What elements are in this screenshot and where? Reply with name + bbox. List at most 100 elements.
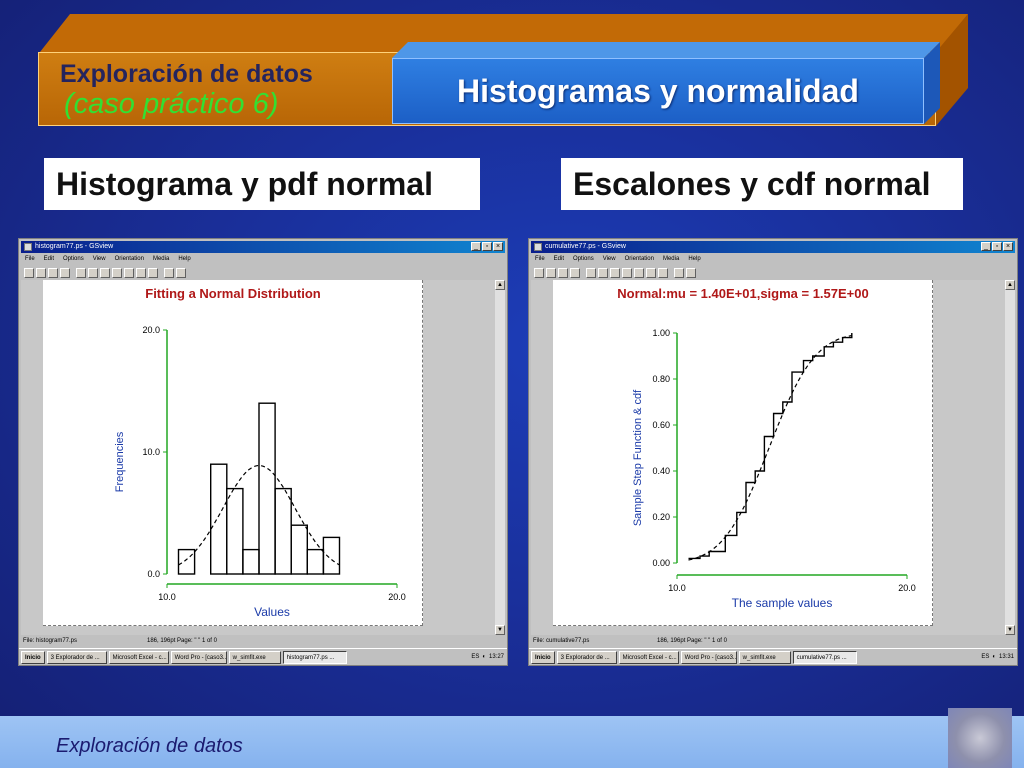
vertical-scrollbar[interactable]: ▲ ▼ <box>495 280 505 635</box>
banner-subtitle: Exploración de datos <box>60 60 313 88</box>
next-page-icon[interactable] <box>112 267 122 278</box>
footer-bar <box>0 716 1024 768</box>
menu-help[interactable]: Help <box>178 256 191 262</box>
back-icon[interactable] <box>136 267 146 278</box>
system-tray: ES ◐ 13:27 <box>471 654 507 660</box>
y-tick-label: 0.0 <box>147 569 160 579</box>
help-icon[interactable] <box>60 267 70 278</box>
sample-step-function <box>688 333 853 560</box>
menu-file[interactable]: File <box>25 256 35 262</box>
minimize-button[interactable]: _ <box>981 242 991 251</box>
university-logo-icon <box>948 708 1012 768</box>
taskbar-item[interactable]: 3 Explorador de ... <box>556 650 617 664</box>
zoom-out-icon[interactable] <box>176 267 186 278</box>
start-button[interactable]: Inicio <box>21 650 45 664</box>
close-button[interactable]: × <box>1003 242 1013 251</box>
taskbar-item[interactable]: 3 Explorador de ... <box>46 650 107 664</box>
info-icon[interactable] <box>558 267 568 278</box>
forward-icon[interactable] <box>148 267 158 278</box>
help-icon[interactable] <box>570 267 580 278</box>
scroll-up-icon[interactable]: ▲ <box>495 280 505 290</box>
histogram-chart-title: Fitting a Normal Distribution <box>145 286 321 301</box>
maximize-button[interactable]: ▫ <box>482 242 492 251</box>
menu-orientation[interactable]: Orientation <box>624 256 654 262</box>
y-tick-label: 0.00 <box>652 558 670 568</box>
menu-media[interactable]: Media <box>662 256 680 262</box>
menu-file[interactable]: File <box>535 256 545 262</box>
start-button[interactable]: Inicio <box>531 650 555 664</box>
menu-options[interactable]: Options <box>63 256 84 262</box>
window-titlebar[interactable]: cumulative77.ps - GSview _ ▫ × <box>531 241 1015 253</box>
open-icon[interactable] <box>534 267 544 278</box>
language-indicator[interactable]: ES <box>471 654 480 660</box>
close-button[interactable]: × <box>493 242 503 251</box>
back-icon[interactable] <box>646 267 656 278</box>
goto-page-icon[interactable] <box>586 267 596 278</box>
taskbar-item[interactable]: Microsoft Excel - c... <box>108 650 169 664</box>
zoom-in-icon[interactable] <box>164 267 174 278</box>
x-tick-label: 20.0 <box>898 583 916 593</box>
taskbar-item-active[interactable]: cumulative77.ps ... <box>792 650 857 664</box>
status-info: 186, 196pt Page: " " 1 of 0 <box>147 638 217 644</box>
minimize-button[interactable]: _ <box>471 242 481 251</box>
first-page-icon[interactable] <box>598 267 608 278</box>
first-page-icon[interactable] <box>88 267 98 278</box>
scroll-up-icon[interactable]: ▲ <box>1005 280 1015 290</box>
taskbar-item[interactable]: w_simfit.exe <box>738 650 791 664</box>
title-box-top-face <box>392 42 940 58</box>
maximize-button[interactable]: ▫ <box>992 242 1002 251</box>
histogram-chart: 0.0 10.0 20.0 10.0 20.0 Values Frequencies <box>114 325 406 619</box>
document-viewport[interactable]: Normal:mu = 1.40E+01,sigma = 1.57E+00 0.… <box>531 280 1005 635</box>
last-page-icon[interactable] <box>124 267 134 278</box>
zoom-out-icon[interactable] <box>686 267 696 278</box>
menu-help[interactable]: Help <box>688 256 701 262</box>
y-axis-label: Sample Step Function & cdf <box>632 389 644 526</box>
menu-view[interactable]: View <box>92 256 106 262</box>
vertical-scrollbar[interactable]: ▲ ▼ <box>1005 280 1015 635</box>
x-tick-label: 10.0 <box>158 592 176 602</box>
x-axis-label: The sample values <box>732 596 833 610</box>
document-viewport[interactable]: Fitting a Normal Distribution 0.0 10.0 20.… <box>21 280 495 635</box>
zoom-in-icon[interactable] <box>674 267 684 278</box>
taskbar-item[interactable]: w_simfit.exe <box>228 650 281 664</box>
cdf-chart-title: Normal:mu = 1.40E+01,sigma = 1.57E+00 <box>617 286 869 301</box>
prev-page-icon[interactable] <box>100 267 110 278</box>
toolbar <box>21 266 505 279</box>
menu-edit[interactable]: Edit <box>43 256 55 262</box>
window-system-icon[interactable] <box>24 243 32 251</box>
banner-case-label: (caso práctico 6) <box>64 88 279 120</box>
postscript-page: Fitting a Normal Distribution 0.0 10.0 20.… <box>43 280 423 626</box>
print-icon[interactable] <box>546 267 556 278</box>
window-system-icon[interactable] <box>534 243 542 251</box>
goto-page-icon[interactable] <box>76 267 86 278</box>
print-icon[interactable] <box>36 267 46 278</box>
info-icon[interactable] <box>48 267 58 278</box>
taskbar-item[interactable]: Microsoft Excel - c... <box>618 650 679 664</box>
taskbar: Inicio 3 Explorador de ... Microsoft Exc… <box>529 648 1017 665</box>
y-tick-label: 0.60 <box>652 420 670 430</box>
open-icon[interactable] <box>24 267 34 278</box>
forward-icon[interactable] <box>658 267 668 278</box>
histogram-bar <box>322 536 341 575</box>
menu-edit[interactable]: Edit <box>553 256 565 262</box>
status-bar: File: cumulative77.ps 186, 196pt Page: "… <box>531 636 1015 647</box>
menu-orientation[interactable]: Orientation <box>114 256 144 262</box>
slide-title: Histogramas y normalidad <box>392 58 924 124</box>
scroll-down-icon[interactable]: ▼ <box>1005 625 1015 635</box>
last-page-icon[interactable] <box>634 267 644 278</box>
next-page-icon[interactable] <box>622 267 632 278</box>
y-axis-label: Frequencies <box>114 431 126 492</box>
menu-view[interactable]: View <box>602 256 616 262</box>
volume-icon[interactable]: ◐ <box>482 654 486 660</box>
language-indicator[interactable]: ES <box>981 654 990 660</box>
scroll-down-icon[interactable]: ▼ <box>495 625 505 635</box>
prev-page-icon[interactable] <box>610 267 620 278</box>
window-titlebar[interactable]: histogram77.ps - GSview _ ▫ × <box>21 241 505 253</box>
y-tick-label: 0.40 <box>652 466 670 476</box>
taskbar-item[interactable]: Word Pro - [caso3... <box>170 650 227 664</box>
volume-icon[interactable]: ◐ <box>992 654 996 660</box>
taskbar-item-active[interactable]: histogram77.ps ... <box>282 650 347 664</box>
menu-options[interactable]: Options <box>573 256 594 262</box>
taskbar-item[interactable]: Word Pro - [caso3... <box>680 650 737 664</box>
menu-media[interactable]: Media <box>152 256 170 262</box>
